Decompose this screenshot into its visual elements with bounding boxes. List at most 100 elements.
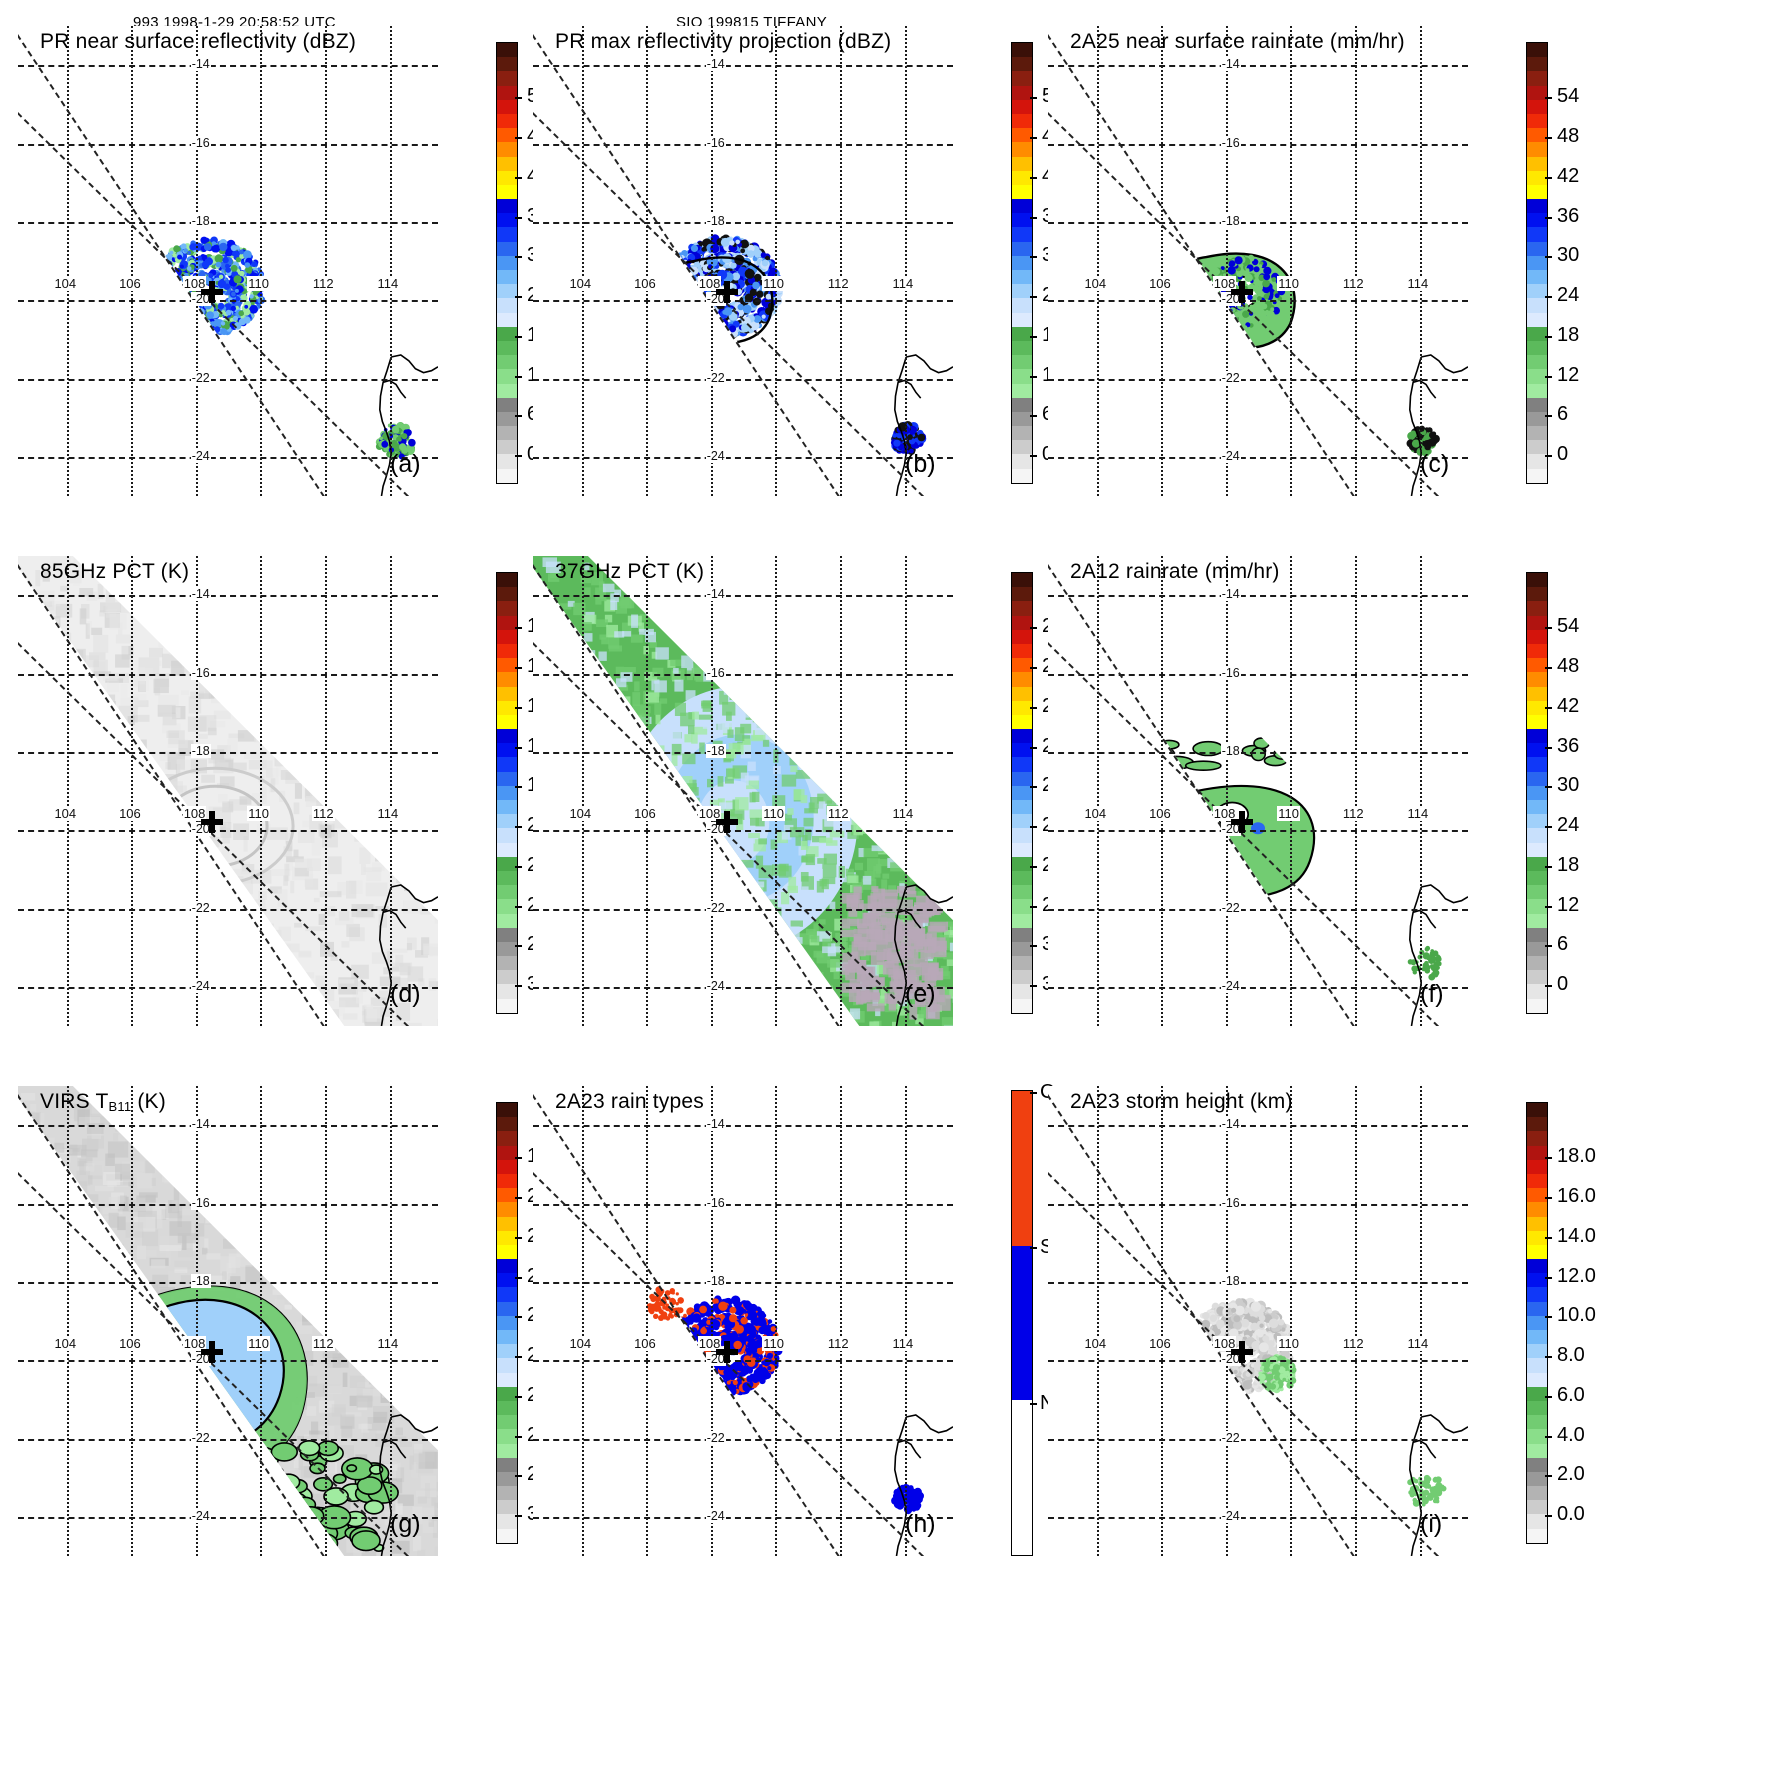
colorbar-band-10: [497, 1244, 517, 1260]
colorbar-band-21: [1527, 1400, 1547, 1416]
colorbar-band-2: [1012, 71, 1032, 86]
lon-tick-label-106: 106: [1148, 1335, 1172, 1351]
colorbar-band-18: [1012, 298, 1032, 313]
colorbar-band-18: [1527, 828, 1547, 843]
colorbar-band-25: [1527, 397, 1547, 412]
lon-tick-label-104: 104: [1083, 275, 1108, 291]
colorbar-band-18: [497, 828, 517, 843]
panel-e-gridlines: [533, 556, 953, 1026]
colorbar-band-12: [497, 1273, 517, 1288]
colorbar-band-19: [497, 1372, 517, 1387]
colorbar-tick-4: [515, 786, 522, 789]
panel-h-plot-area[interactable]: 104 106 108 110 112 114 -14 -16 -18 -20 -22 -24 2A23…: [533, 1086, 953, 1556]
lat-tick-label--14: -14: [190, 57, 211, 72]
colorbar-band-30: [497, 468, 517, 483]
colorbar-band-16: [1012, 270, 1032, 285]
colorbar-band-17: [1527, 284, 1547, 299]
panel-d-plot-area[interactable]: 104 106 108 110 112 114 -14 -16 -18 -20 -22 -24 85GH…: [18, 556, 438, 1026]
panel-b-plot-area[interactable]: 104 106 108 110 112 114 -14 -16 -18 -20 -22 -24 PR m…: [533, 26, 953, 496]
lat-tick-label--16: -16: [190, 1195, 211, 1210]
panel-h-title: 2A23 rain types: [555, 1090, 704, 1113]
colorbar-band-17: [1012, 284, 1032, 299]
lat-tick-label--14: -14: [705, 587, 726, 602]
lon-tick-label-114: 114: [891, 275, 915, 291]
colorbar-band-6: [1012, 658, 1032, 673]
panel-i-plot-area[interactable]: 104 106 108 110 112 114 -14 -16 -18 -20 -22 -24 2A23…: [1048, 1086, 1468, 1556]
colorbar-label-7: 12: [1557, 363, 1580, 386]
colorbar-tick-5: [1030, 296, 1037, 299]
colorbar-tick-3: [515, 1276, 522, 1279]
colorbar-band-15: [497, 255, 517, 270]
panel-e-plot-area[interactable]: 104 106 108 110 112 114 -14 -16 -18 -20 -22 -24 37GH…: [533, 556, 953, 1026]
gridline-lon-104: [66, 556, 69, 1026]
colorbar-band-16: [1012, 800, 1032, 815]
colorbar-band-3: [1527, 85, 1547, 100]
gridline-lat--16: [1048, 673, 1468, 676]
colorbar-band-23: [1012, 899, 1032, 914]
colorbar-band-15: [1527, 1315, 1547, 1330]
panel-f-colorbar[interactable]: 54 48 42 36 30 24 18 12 6 0: [1526, 572, 1579, 1014]
colorbar-label-7: 12: [1557, 893, 1580, 916]
colorbar-category-n-a: [1012, 1400, 1032, 1556]
colorbar-band-26: [497, 941, 517, 957]
panel-e-colorbar[interactable]: 234243252261270279288297306315: [1011, 572, 1075, 1014]
colorbar-label-1: 48: [1557, 655, 1580, 678]
gridline-lat--24: [1048, 456, 1468, 459]
panel-f-plot-area[interactable]: 104 106 108 110 112 114 -14 -16 -18 -20 -22 -24 2A12…: [1048, 556, 1468, 1026]
colorbar-band-8: [497, 1216, 517, 1231]
colorbar-band-14: [497, 241, 517, 256]
gridline-lon-106: [1161, 556, 1164, 1026]
gridline-lat--22: [18, 378, 438, 381]
gridline-lon-112: [839, 556, 842, 1026]
gridline-lat--16: [533, 143, 953, 146]
lat-tick-label--22: -22: [1220, 370, 1241, 385]
colorbar-tick-4: [1545, 1316, 1552, 1319]
panel-h-colorbar[interactable]: ConvStratN/A: [1011, 1082, 1087, 1556]
panel-b: 104 106 108 110 112 114 -14 -16 -18 -20 -22 -24 PR m…: [533, 26, 953, 496]
colorbar-band-23: [497, 369, 517, 384]
gridline-lat--24: [533, 1516, 953, 1519]
gridline-lat--16: [1048, 1203, 1468, 1206]
colorbar-band-15: [1012, 255, 1032, 270]
colorbar-band-27: [1527, 426, 1547, 441]
colorbar-band-27: [1527, 1486, 1547, 1501]
colorbar-band-18: [497, 1358, 517, 1373]
colorbar-band-9: [497, 1230, 517, 1245]
gridline-lon-108: [710, 1086, 713, 1556]
gridline-lon-108: [1225, 26, 1228, 496]
colorbar-band-12: [497, 213, 517, 228]
colorbar-tick-1: [1545, 667, 1552, 670]
panel-i-colorbar[interactable]: 18.0 16.0 14.0 12.0 10.0 8.0 6.0 4.0 2.0 0.0: [1526, 1102, 1596, 1544]
panel-d-colorbar[interactable]: 111132153174195216237258279300: [496, 572, 560, 1014]
colorbar-band-0: [1527, 573, 1547, 588]
colorbar-band-21: [497, 340, 517, 356]
panel-g-colorbar[interactable]: 196208220232244256268280292304: [496, 1102, 560, 1544]
colorbar-band-9: [1527, 1230, 1547, 1245]
lon-tick-label-112: 112: [826, 275, 850, 291]
colorbar-band-28: [1527, 440, 1547, 455]
colorbar-tick-2: [1545, 176, 1552, 179]
colorbar-band-8: [1527, 156, 1547, 171]
colorbar-band-28: [1527, 1500, 1547, 1515]
panel-a-plot-area[interactable]: 104 106 108 110 112 114 -14 -16 -18 -20 -22 -24 PR n…: [18, 26, 438, 496]
panel-c-plot-area[interactable]: 104 106 108 110 112 114 -14 -16 -18 -20 -22 -24 2A25…: [1048, 26, 1468, 496]
colorbar-band-18: [1527, 1358, 1547, 1373]
colorbar-label-4: 10.0: [1557, 1304, 1596, 1327]
lat-tick-label--22: -22: [1220, 1430, 1241, 1445]
colorbar-label-8: 6: [1557, 403, 1569, 426]
colorbar-tick-1: [515, 1197, 522, 1200]
gridline-lat--24: [1048, 1516, 1468, 1519]
panel-d: 104 106 108 110 112 114 -14 -16 -18 -20 -22 -24 85GH…: [18, 556, 438, 1026]
colorbar-band-15: [497, 785, 517, 800]
panel-b-title: PR max reflectivity projection (dBZ): [555, 30, 892, 53]
colorbar-band-26: [1527, 941, 1547, 957]
panel-c-colorbar[interactable]: 54 48 42 36 30 24 18 12 6 0: [1526, 42, 1579, 484]
colorbar-band-11: [1527, 1259, 1547, 1274]
panel-g-plot-area[interactable]: 104 106 108 110 112 114 -14 -16 -18 -20 -22 -24 VIRS…: [18, 1086, 438, 1556]
lat-tick-label--24: -24: [190, 448, 211, 463]
colorbar-tick-6: [515, 335, 522, 338]
lon-tick-label-114: 114: [1406, 275, 1430, 291]
panel-b-gridlines: [533, 26, 953, 496]
